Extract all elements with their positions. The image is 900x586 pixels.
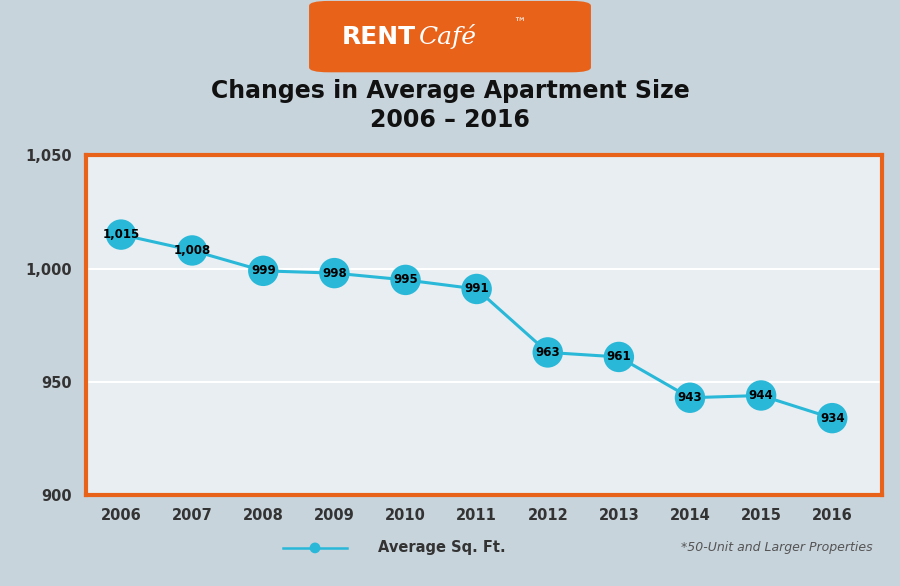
Text: 1,015: 1,015 — [103, 228, 140, 241]
Text: Average Sq. Ft.: Average Sq. Ft. — [378, 540, 506, 556]
Text: 961: 961 — [607, 350, 631, 363]
Text: 943: 943 — [678, 391, 702, 404]
Point — [754, 391, 769, 400]
Text: RENT: RENT — [342, 25, 416, 49]
Text: 1,008: 1,008 — [174, 244, 211, 257]
Point — [256, 266, 271, 275]
Text: 999: 999 — [251, 264, 275, 277]
Text: 934: 934 — [820, 411, 844, 425]
Text: 963: 963 — [536, 346, 560, 359]
Point — [328, 268, 342, 278]
Text: 991: 991 — [464, 282, 489, 295]
Text: 2006 – 2016: 2006 – 2016 — [370, 108, 530, 132]
Point — [612, 352, 626, 362]
Text: ™: ™ — [513, 16, 526, 29]
Text: Café: Café — [418, 24, 476, 49]
FancyBboxPatch shape — [309, 1, 591, 72]
Point — [399, 275, 413, 285]
Text: 995: 995 — [393, 274, 418, 287]
Point — [470, 284, 484, 294]
Point — [825, 414, 840, 423]
Text: 944: 944 — [749, 389, 773, 402]
Text: *50-Unit and Larger Properties: *50-Unit and Larger Properties — [681, 541, 873, 554]
Point — [114, 230, 129, 239]
Point — [541, 347, 555, 357]
Text: Changes in Average Apartment Size: Changes in Average Apartment Size — [211, 79, 689, 103]
Point — [185, 246, 200, 255]
Point — [308, 543, 322, 553]
Text: 998: 998 — [322, 267, 346, 280]
Point — [683, 393, 698, 403]
